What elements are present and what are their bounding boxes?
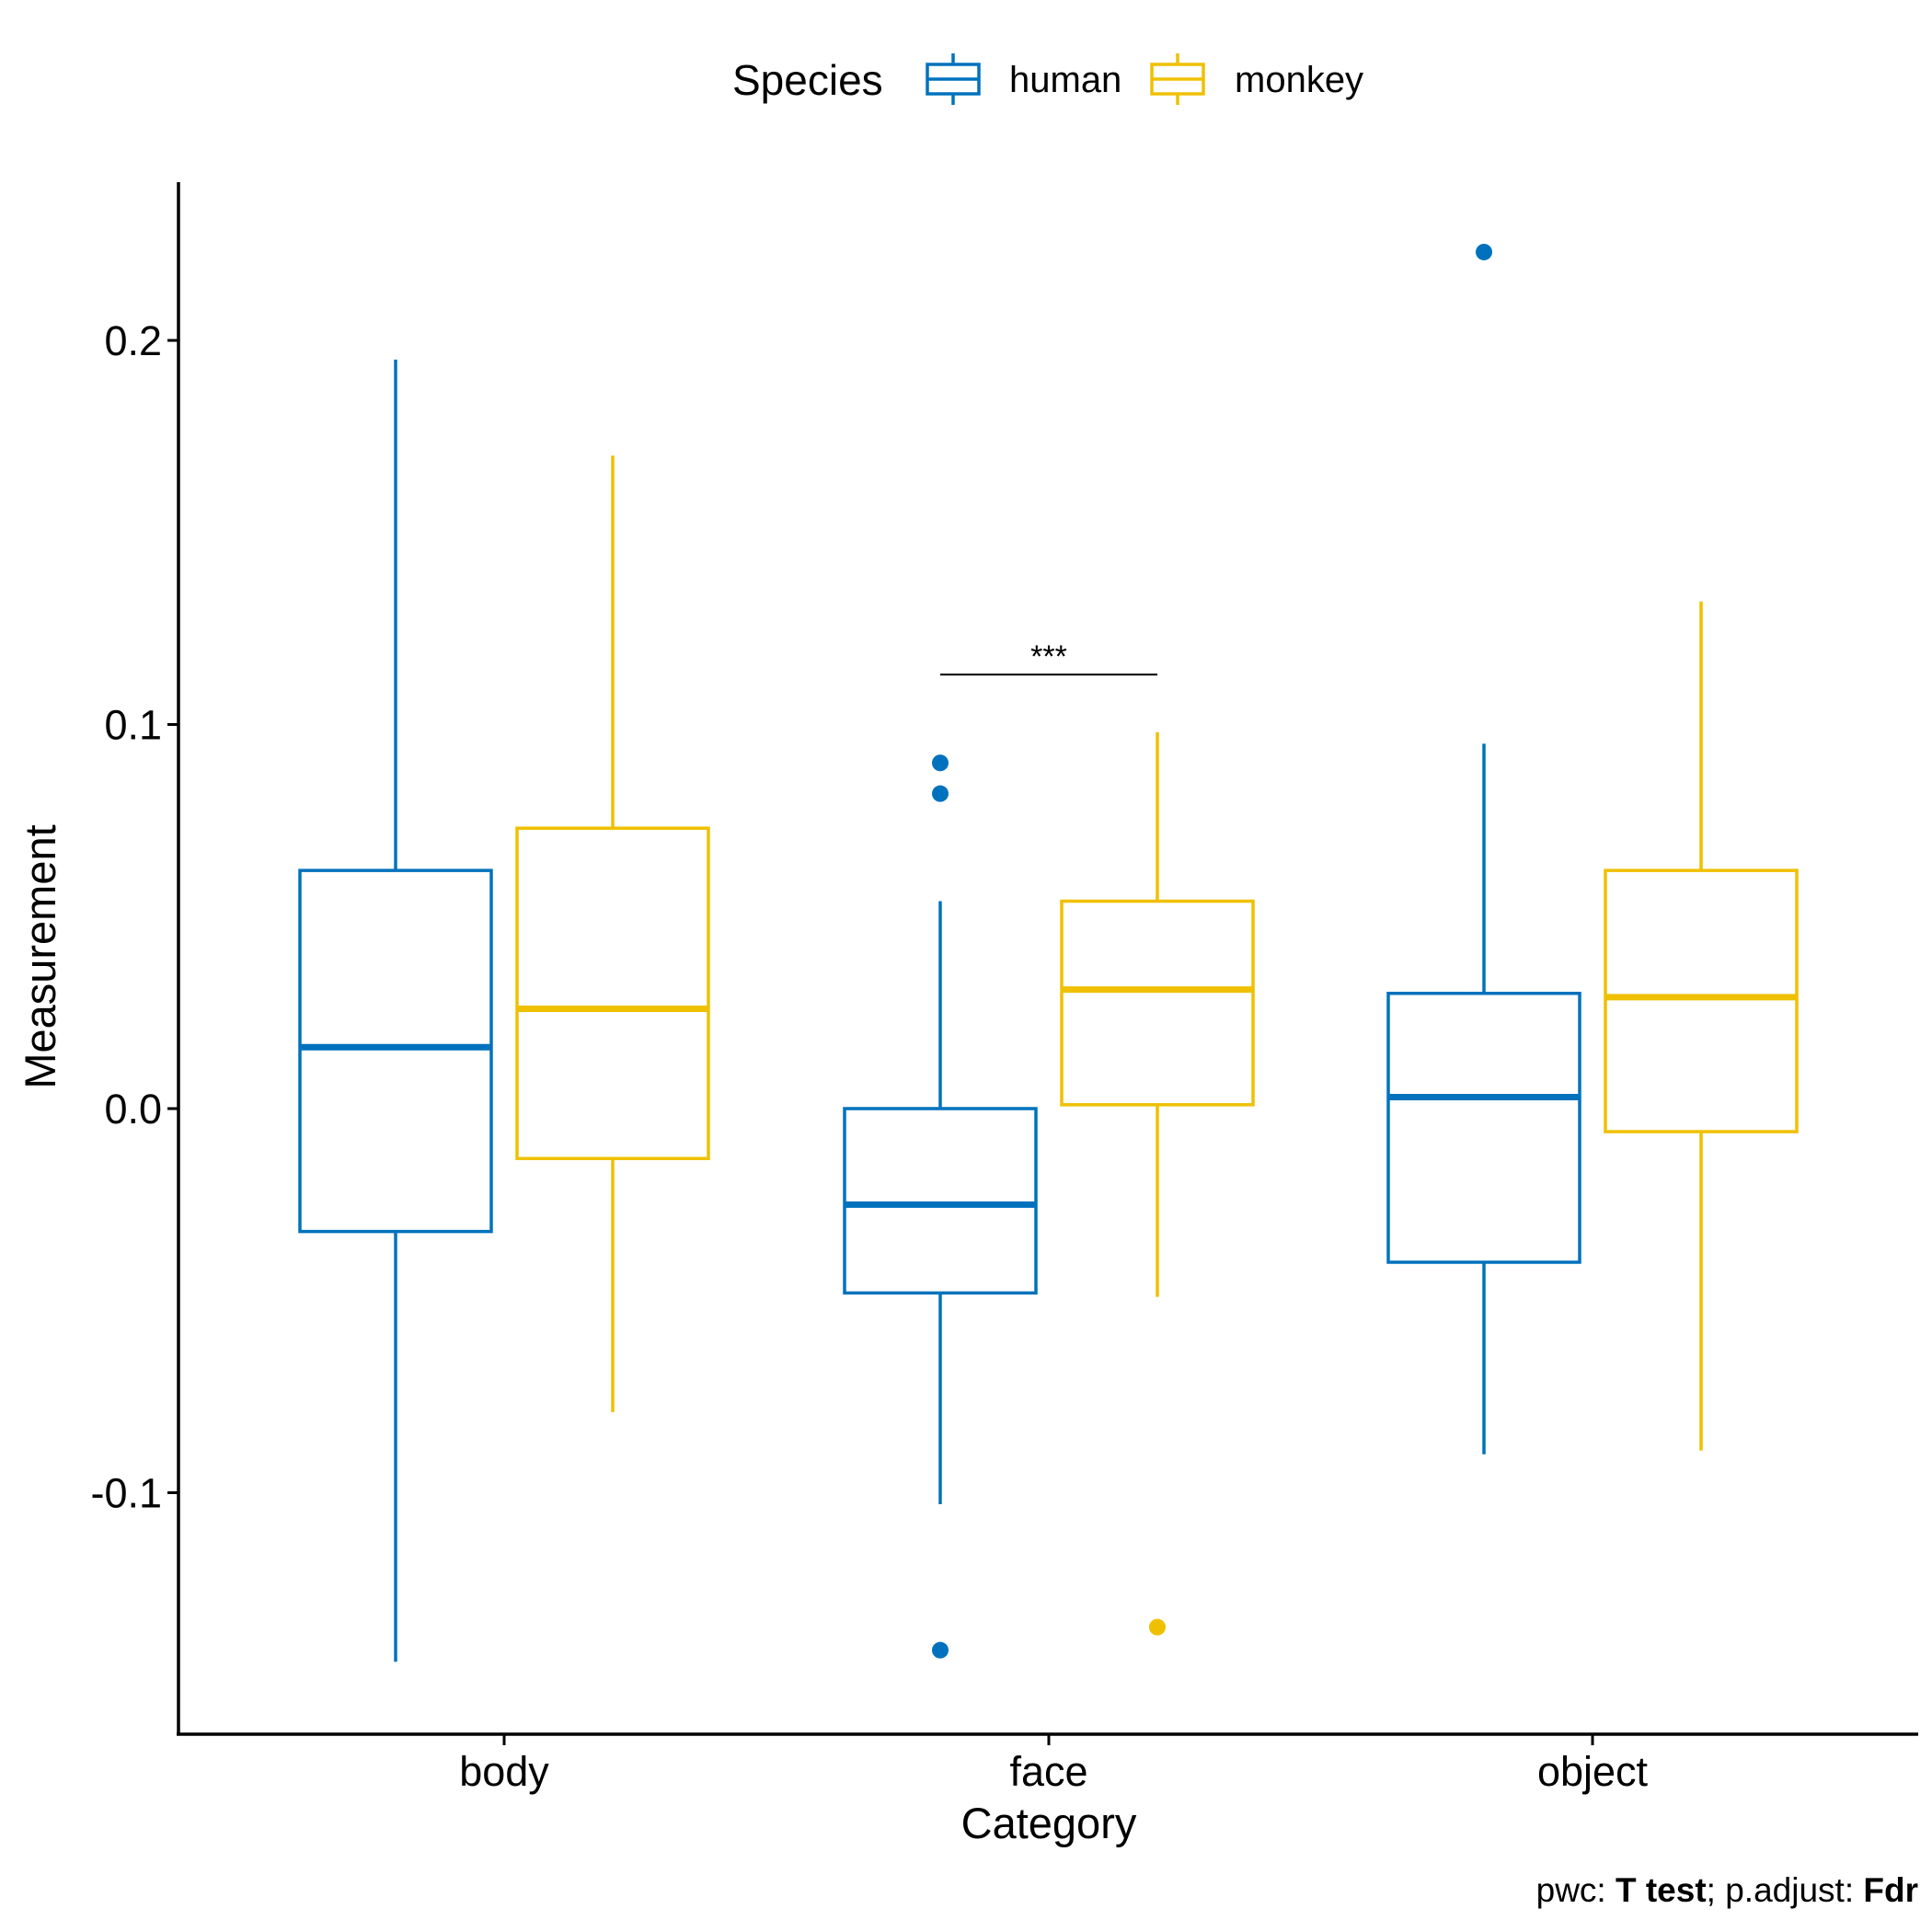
box-iqr (1386, 992, 1581, 1264)
caption-prefix: pwc: (1536, 1871, 1616, 1909)
x-tick-label-face: face (1009, 1748, 1087, 1795)
outlier-point (932, 754, 949, 772)
box-iqr (298, 868, 493, 1234)
caption: pwc: T test; p.adjust: Fdr (1536, 1871, 1918, 1909)
caption-adjust: Fdr (1863, 1871, 1918, 1909)
box-human-face (843, 754, 1038, 1659)
box-monkey-face (1060, 731, 1255, 1636)
box-human-body (298, 359, 493, 1662)
caption-test: T test (1616, 1871, 1707, 1909)
box-iqr (1604, 868, 1799, 1133)
legend-title: Species (732, 56, 883, 104)
y-tick-label: -0.1 (90, 1470, 162, 1517)
legend-label-human: human (1009, 60, 1121, 100)
box-iqr (843, 1107, 1038, 1295)
legend: Species human monkey (732, 53, 1363, 105)
box-human-object (1386, 243, 1581, 1455)
box-iqr (1060, 899, 1255, 1107)
significance-label: *** (1030, 639, 1067, 674)
axes: -0.1 0.0 0.1 0.2 body face object (90, 182, 1918, 1795)
legend-label-monkey: monkey (1235, 60, 1363, 100)
y-tick-label: 0.2 (104, 317, 162, 364)
outlier-point (932, 785, 949, 802)
y-tick-label: 0.0 (104, 1086, 162, 1133)
y-tick-label: 0.1 (104, 702, 162, 749)
box-monkey-object (1604, 601, 1799, 1451)
box-monkey-body (515, 455, 710, 1412)
y-axis-title: Measurement (16, 824, 64, 1088)
outlier-point (1149, 1618, 1166, 1636)
caption-separator: ; p.adjust: (1707, 1871, 1864, 1909)
x-axis-title: Category (961, 1799, 1137, 1847)
x-tick-label-object: object (1537, 1748, 1649, 1795)
legend-key-human (926, 53, 981, 105)
x-tick-label-body: body (459, 1748, 549, 1795)
annotations: *** (940, 639, 1157, 676)
outlier-point (1476, 243, 1492, 260)
plot-area (298, 243, 1799, 1662)
legend-key-monkey (1150, 53, 1205, 105)
box-iqr (515, 826, 710, 1161)
outlier-point (932, 1641, 949, 1659)
